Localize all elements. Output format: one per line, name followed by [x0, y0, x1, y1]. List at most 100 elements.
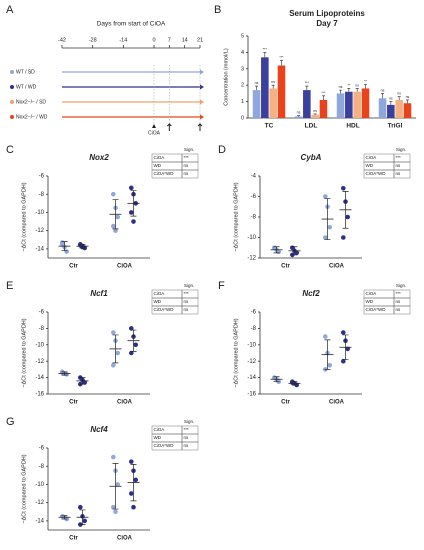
table-cell-text: ns — [396, 163, 402, 168]
significance-label: *** — [305, 81, 310, 85]
data-point — [131, 219, 136, 224]
sd-bar — [324, 198, 331, 240]
data-point — [60, 370, 65, 375]
y-tick-label: -16 — [35, 392, 44, 398]
error-bar — [381, 93, 385, 99]
y-tick-label: -10 — [247, 235, 256, 241]
error-bar — [313, 113, 317, 115]
data-point — [113, 228, 118, 233]
data-point — [323, 334, 328, 339]
event-arrow — [197, 123, 203, 131]
sd-bar — [61, 371, 68, 376]
significance-label: ns — [339, 85, 343, 89]
y-axis-label: −ΔCt (compared to GAPDH) — [21, 182, 27, 251]
y-tick-label: -10 — [35, 342, 44, 348]
sd-bar — [324, 339, 331, 370]
table-cell-text: CiOA*WD — [366, 171, 387, 176]
data-point — [133, 477, 138, 483]
event-label: CiOA — [148, 130, 161, 136]
data-point — [60, 242, 65, 247]
chart-title: Ncf4 — [90, 425, 108, 434]
bar — [395, 99, 403, 118]
sd-bar — [79, 509, 86, 525]
arrow-head — [200, 69, 204, 75]
x-tick-label: 0 — [152, 37, 155, 43]
y-tick-label: -8 — [39, 326, 45, 332]
data-point — [294, 250, 300, 256]
x-tick-label: Ctr — [281, 264, 290, 270]
y-tick-label: -12 — [247, 359, 256, 365]
bar — [361, 88, 370, 118]
event-marker — [152, 124, 156, 128]
data-point — [323, 235, 328, 240]
panel-letter: A — [6, 4, 14, 16]
table-cell-text: CiOA*WD — [154, 443, 175, 448]
y-tick-label: -12 — [35, 228, 44, 234]
data-point — [290, 380, 295, 385]
data-point — [345, 346, 351, 352]
arrow-head — [200, 114, 204, 120]
table-cell-text: CiOA — [154, 291, 165, 296]
error-bar — [297, 115, 301, 117]
bar — [269, 88, 277, 118]
table-cell-text: *** — [184, 291, 190, 296]
x-tick-label: HDL — [346, 123, 359, 130]
table-cell-text: ns — [184, 163, 190, 168]
table-cell — [181, 441, 199, 451]
y-tick-label: -14 — [247, 375, 256, 381]
table-header: Sign. — [396, 147, 406, 152]
panel-letter: B — [214, 4, 221, 16]
sd-bar — [130, 464, 137, 502]
table-cell — [181, 169, 199, 179]
significance-label: ns — [355, 83, 359, 87]
x-tick-label: 7 — [168, 37, 171, 43]
x-tick-label: CiOA — [117, 400, 133, 406]
table-cell-text: ns — [396, 171, 402, 176]
y-tick-label: 5 — [241, 33, 244, 39]
error-bar — [397, 96, 401, 100]
table-cell-text: CiOA — [154, 155, 165, 160]
error-bar — [321, 95, 325, 100]
error-bar — [255, 85, 259, 91]
bar — [378, 98, 387, 118]
legend-dot — [10, 70, 14, 74]
table-cell-text: CiOA*WD — [366, 307, 387, 312]
sd-bar — [61, 515, 68, 520]
panel-letter: E — [6, 280, 13, 292]
table-cell-text: ns — [184, 171, 190, 176]
panel-letter: G — [6, 416, 15, 428]
arrow-head — [200, 99, 204, 105]
y-tick-label: -8 — [251, 326, 257, 332]
table-cell — [393, 305, 411, 315]
bar — [252, 90, 261, 118]
data-point — [327, 363, 333, 368]
x-tick-label: CiOA — [329, 400, 345, 406]
table-cell-text: ns — [396, 299, 402, 304]
x-axis-label: Days from start of CiOA — [97, 21, 166, 28]
bar — [353, 91, 361, 118]
y-axis-label: Concentration (mmol/L) — [223, 48, 229, 106]
table-cell — [181, 305, 199, 315]
x-tick-label: -14 — [119, 37, 127, 43]
table-header: Sign. — [184, 419, 194, 424]
chart-title: Ncf1 — [90, 289, 108, 298]
legend-dot — [10, 115, 14, 119]
table-cell-text: WD — [154, 299, 162, 304]
y-axis-label: −ΔCt (compared to GAPDH) — [233, 318, 239, 387]
sd-bar — [112, 334, 119, 364]
significance-label: ns — [397, 92, 401, 96]
y-tick-label: -12 — [35, 359, 44, 365]
sd-bar — [61, 241, 68, 252]
y-tick-label: 0 — [241, 115, 244, 121]
legend-label: WT / SD — [16, 69, 35, 75]
y-tick-label: -8 — [39, 464, 45, 470]
x-tick-label: Ctr — [69, 536, 78, 542]
legend-dot — [10, 85, 14, 89]
bar — [294, 116, 303, 118]
data-point — [276, 249, 282, 255]
data-point — [341, 235, 346, 240]
y-tick-label: -12 — [247, 256, 256, 262]
x-tick-label: CiOA — [117, 536, 133, 542]
data-point — [78, 504, 83, 510]
panel-letter: D — [218, 144, 226, 156]
